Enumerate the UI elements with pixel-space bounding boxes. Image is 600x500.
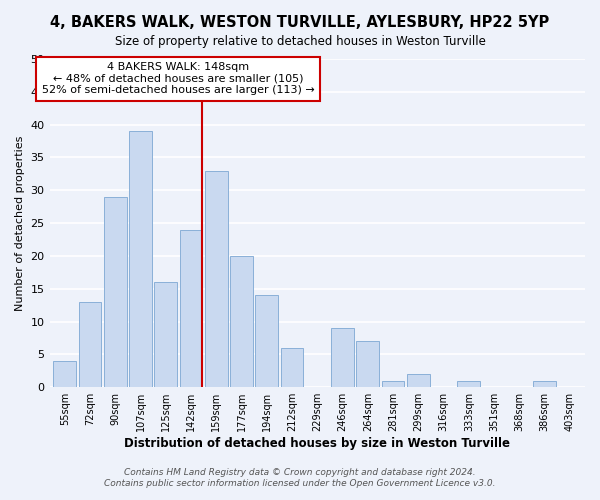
Text: 4 BAKERS WALK: 148sqm
← 48% of detached houses are smaller (105)
52% of semi-det: 4 BAKERS WALK: 148sqm ← 48% of detached … [42, 62, 315, 96]
Y-axis label: Number of detached properties: Number of detached properties [15, 136, 25, 311]
Bar [179, 230, 202, 387]
Bar [154, 282, 177, 387]
Bar [457, 380, 480, 387]
Bar [407, 374, 430, 387]
Bar [104, 197, 127, 387]
Bar [230, 256, 253, 387]
Bar [205, 170, 227, 387]
Text: Contains HM Land Registry data © Crown copyright and database right 2024.
Contai: Contains HM Land Registry data © Crown c… [104, 468, 496, 487]
Bar [129, 131, 152, 387]
Bar [382, 380, 404, 387]
Bar [53, 361, 76, 387]
Bar [533, 380, 556, 387]
Text: Size of property relative to detached houses in Weston Turville: Size of property relative to detached ho… [115, 35, 485, 48]
Bar [256, 296, 278, 387]
Bar [281, 348, 304, 387]
Bar [79, 302, 101, 387]
Bar [356, 342, 379, 387]
X-axis label: Distribution of detached houses by size in Weston Turville: Distribution of detached houses by size … [124, 437, 510, 450]
Bar [331, 328, 354, 387]
Text: 4, BAKERS WALK, WESTON TURVILLE, AYLESBURY, HP22 5YP: 4, BAKERS WALK, WESTON TURVILLE, AYLESBU… [50, 15, 550, 30]
